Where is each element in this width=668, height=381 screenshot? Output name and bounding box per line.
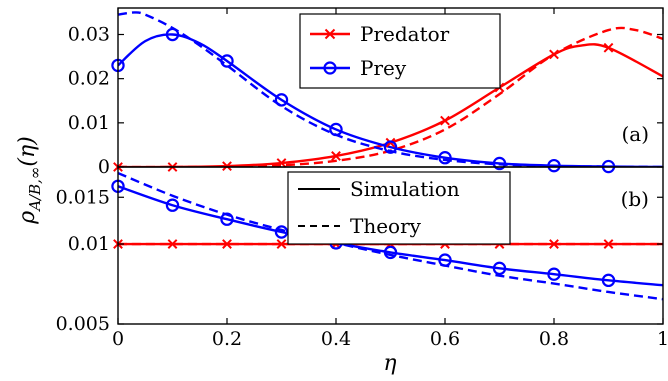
panel-label-b: (b) xyxy=(621,187,649,211)
bottom-o-marker-2-5 xyxy=(383,245,398,260)
legend-predator-marker xyxy=(324,28,336,40)
top-series-2-simulation-line xyxy=(118,33,663,167)
bottom-x-marker-0-1 xyxy=(167,239,178,249)
legend-simulation-label: Simulation xyxy=(350,177,460,201)
xtick-label-3: 0.6 xyxy=(430,328,460,350)
legend-theory-label: Theory xyxy=(350,214,422,238)
y-axis-label: ρA/B,∞(η) xyxy=(15,136,44,224)
top-o-marker-2-8 xyxy=(547,158,561,173)
bottom-series-3-theory-line xyxy=(118,171,663,301)
bottom-ytick-label-2: 0.015 xyxy=(56,186,110,208)
top-o-marker-2-7 xyxy=(492,156,507,171)
bottom-o-marker-2-7 xyxy=(492,261,507,276)
panel-label-a: (a) xyxy=(621,122,649,146)
y-axis-label-base: ρ xyxy=(15,211,40,225)
legend-top-box xyxy=(299,13,501,89)
top-o-marker-2-3 xyxy=(274,93,289,107)
top-o-marker-2-4 xyxy=(329,122,343,137)
top-ytick-label-3: 0.03 xyxy=(68,24,110,46)
legend-predator-label: Predator xyxy=(360,22,450,46)
top-o-marker-2-6 xyxy=(438,151,452,165)
top-x-marker-0-6 xyxy=(440,115,450,126)
bottom-x-marker-0-3 xyxy=(276,239,287,249)
top-x-marker-0-2 xyxy=(222,161,232,172)
top-o-marker-2-2 xyxy=(220,54,234,68)
top-x-marker-0-8 xyxy=(549,49,559,60)
xtick-label-2: 0.4 xyxy=(321,328,351,350)
bottom-x-marker-0-2 xyxy=(222,239,232,249)
top-o-marker-2-1 xyxy=(165,27,180,42)
bottom-o-marker-2-3 xyxy=(274,225,289,239)
bottom-o-marker-2-1 xyxy=(165,198,180,212)
legend-prey-marker xyxy=(323,61,337,75)
top-x-marker-0-5 xyxy=(385,137,396,148)
bottom-series-2-simulation-line xyxy=(118,185,663,287)
axes: 0 0.01 0.02 0.03 0.005 0.01 0.015 0 0.2 0.4 0.6 0.8… xyxy=(56,7,668,350)
top-x-marker-0-9 xyxy=(603,42,614,53)
top-ytick-label-2: 0.02 xyxy=(68,68,110,90)
bottom-x-marker-0-9 xyxy=(603,239,614,249)
legend-bottom: Simulation Theory xyxy=(287,171,511,245)
legend-prey-label: Prey xyxy=(360,56,407,80)
bottom-o-marker-2-8 xyxy=(547,267,561,281)
top-o-marker-2-5 xyxy=(383,140,398,154)
x-axis-label: η xyxy=(383,351,396,376)
xtick-label-0: 0 xyxy=(112,328,124,350)
legend-bottom-box xyxy=(287,171,511,245)
top-ytick-label-0: 0 xyxy=(98,156,110,178)
top-x-marker-0-3 xyxy=(276,158,287,168)
bottom-o-marker-2-9 xyxy=(601,273,616,288)
y-axis-label-argument: (η) xyxy=(15,136,40,166)
bottom-x-marker-0-8 xyxy=(549,239,559,249)
bottom-ytick-label-1: 0.01 xyxy=(68,233,110,255)
xtick-label-4: 0.8 xyxy=(539,328,569,350)
bottom-frame xyxy=(117,166,664,325)
y-axis-label-subscript: A/B,∞ xyxy=(26,167,44,213)
legend-top: Predator Prey xyxy=(299,13,501,89)
xtick-label-5: 1 xyxy=(657,328,668,350)
top-ytick-label-1: 0.01 xyxy=(68,112,110,134)
bottom-o-marker-2-2 xyxy=(220,212,234,226)
bottom-o-marker-2-6 xyxy=(438,253,452,267)
top-x-marker-0-4 xyxy=(331,151,341,161)
xtick-label-1: 0.2 xyxy=(212,328,242,350)
bottom-ytick-label-0: 0.005 xyxy=(56,313,110,335)
